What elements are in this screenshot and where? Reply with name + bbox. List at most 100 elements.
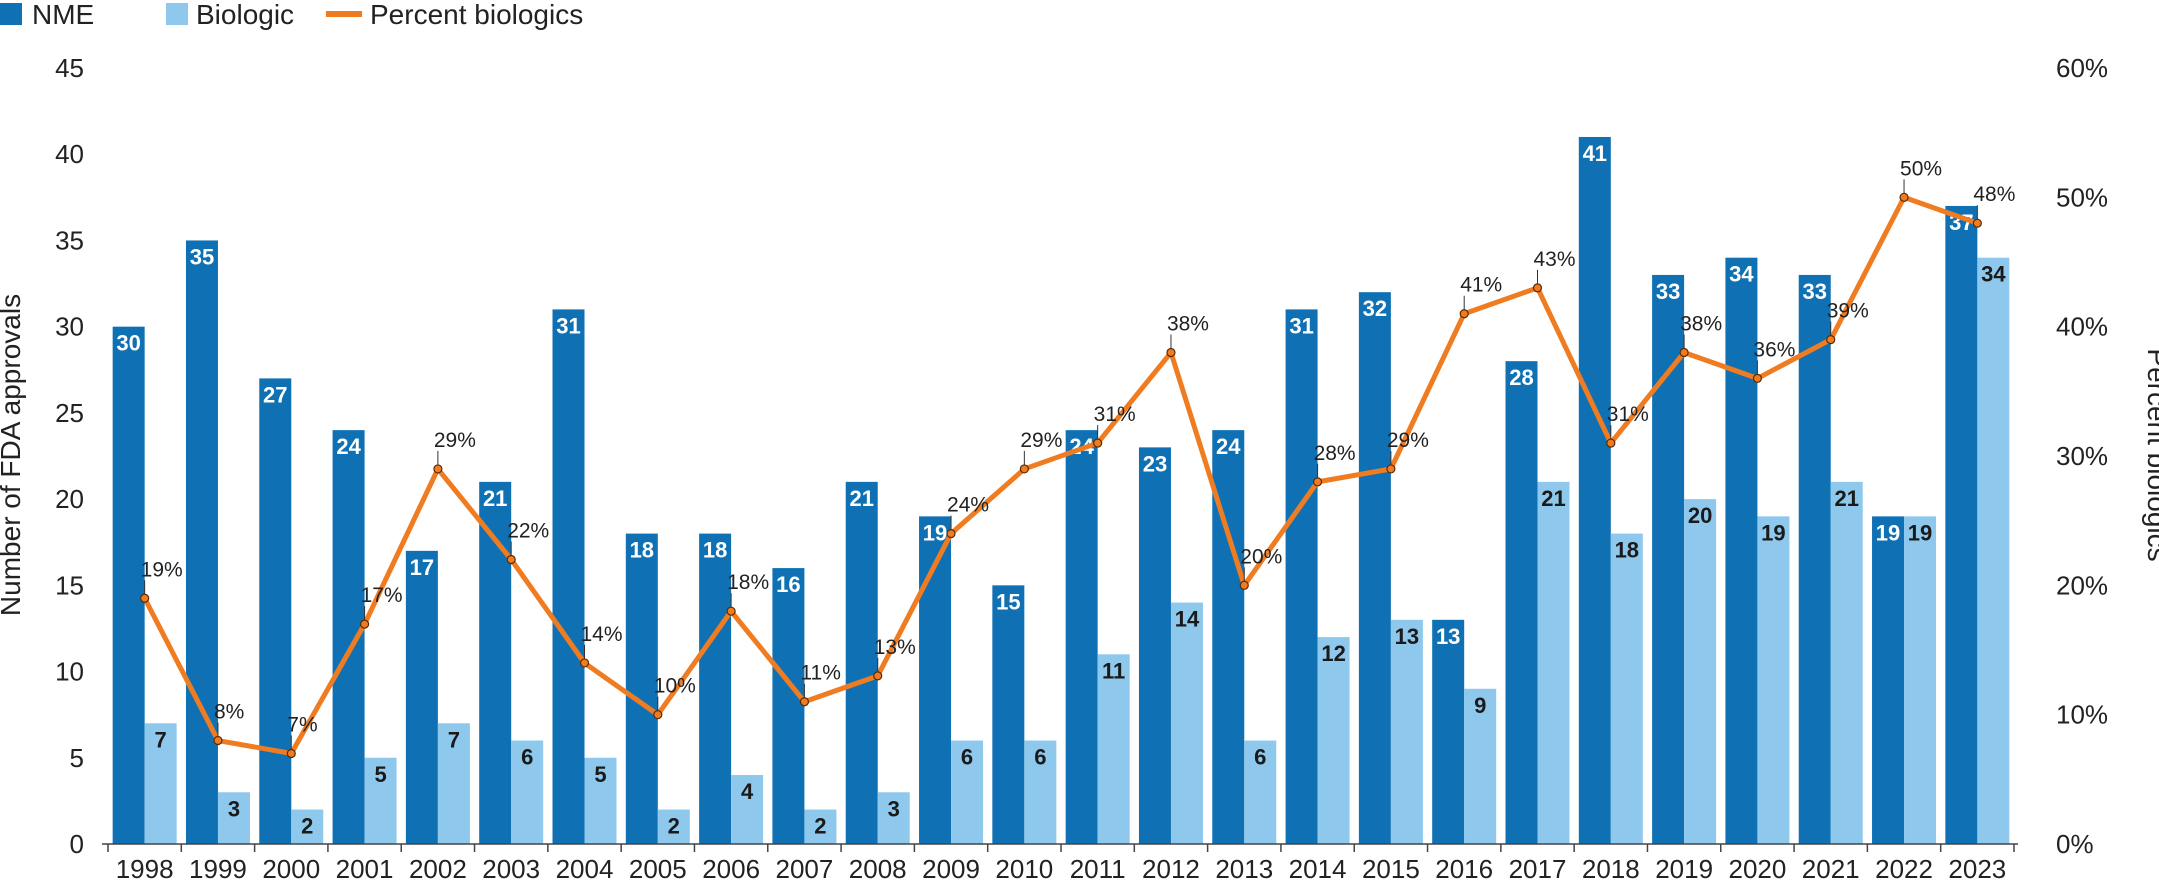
percent-label-2016: 41% — [1460, 274, 1502, 297]
bar-label-nme-2002: 17 — [410, 555, 434, 580]
bar-biologic-2007 — [804, 809, 837, 844]
x-tick-label-2017: 2017 — [1509, 854, 1567, 882]
percent-point-2018 — [1606, 438, 1616, 448]
bar-label-nme-2012: 23 — [1143, 451, 1167, 476]
bar-biologic-2023 — [1977, 257, 2010, 844]
bar-nme-2002 — [405, 550, 438, 844]
bar-label-biologic-2011: 11 — [1102, 658, 1125, 683]
percent-point-2002 — [433, 464, 443, 474]
bar-nme-2015 — [1358, 292, 1391, 845]
bar-label-biologic-2008: 3 — [888, 796, 900, 821]
bar-biologic-2002 — [437, 723, 470, 844]
bar-nme-2017 — [1505, 361, 1538, 844]
bar-label-biologic-2009: 6 — [961, 745, 973, 770]
x-tick-label-2012: 2012 — [1142, 854, 1200, 882]
bar-nme-2022 — [1872, 516, 1905, 844]
bar-label-biologic-2016: 9 — [1474, 693, 1486, 718]
percent-label-2005: 10% — [654, 675, 696, 698]
percent-point-2001 — [359, 619, 370, 629]
y-tick-label: 30 — [55, 312, 84, 342]
percent-point-2017 — [1532, 283, 1543, 293]
x-tick-label-2006: 2006 — [702, 854, 760, 882]
bar-label-biologic-2015: 13 — [1395, 624, 1419, 649]
bar-label-nme-2007: 16 — [776, 572, 800, 597]
bar-biologic-2012 — [1170, 602, 1203, 844]
percent-point-2004 — [579, 658, 590, 668]
percent-point-2011 — [1093, 438, 1103, 448]
bar-label-nme-2021: 33 — [1802, 279, 1826, 304]
percent-label-2007: 11% — [800, 662, 840, 685]
percent-label-2018: 31% — [1607, 403, 1649, 426]
y2-tick-label: 30% — [2056, 441, 2108, 471]
bar-biologic-2017 — [1537, 481, 1570, 844]
percent-point-2005 — [653, 710, 663, 720]
percent-label-2012: 38% — [1167, 313, 1209, 336]
legend-swatch-biologic — [166, 3, 188, 25]
bar-label-biologic-2007: 2 — [814, 814, 826, 839]
legend-label-nme: NME — [32, 0, 94, 30]
x-tick-label-2003: 2003 — [482, 854, 540, 882]
percent-label-2008: 13% — [874, 636, 916, 659]
bar-nme-2021 — [1798, 274, 1831, 844]
y2-tick-label: 60% — [2056, 53, 2108, 83]
right-axis-ticks: 0% 10% 20% 30% 40% 50% 60% — [2056, 53, 2108, 859]
bar-label-nme-2008: 21 — [849, 486, 873, 511]
bar-biologic-2006 — [731, 775, 764, 844]
percent-label-2002: 29% — [434, 429, 476, 452]
bar-label-biologic-2003: 6 — [521, 745, 533, 770]
x-tick-label-1999: 1999 — [189, 854, 247, 882]
bar-nme-2011 — [1065, 430, 1098, 844]
y-tick-label: 45 — [55, 53, 84, 83]
x-tick-label-2000: 2000 — [262, 854, 320, 882]
bar-biologic-2021 — [1830, 481, 1863, 844]
bar-label-nme-2019: 33 — [1656, 279, 1680, 304]
bar-biologic-1999 — [217, 792, 250, 844]
bar-biologic-2005 — [657, 809, 690, 844]
percent-point-2022 — [1899, 192, 1909, 202]
x-tick-label-2016: 2016 — [1435, 854, 1493, 882]
percent-point-2000 — [286, 748, 296, 759]
percent-label-2013: 20% — [1240, 545, 1282, 568]
bar-label-nme-2022: 19 — [1876, 520, 1900, 545]
x-tick-label-2020: 2020 — [1729, 854, 1787, 882]
percent-point-2010 — [1019, 464, 1029, 474]
x-tick-label-2015: 2015 — [1362, 854, 1420, 882]
bar-biologic-1998 — [144, 723, 177, 844]
bar-label-nme-2014: 31 — [1289, 313, 1313, 338]
percent-point-2009 — [946, 528, 956, 539]
bar-nme-2012 — [1138, 447, 1171, 844]
bar-label-biologic-2014: 12 — [1321, 641, 1345, 666]
bar-label-nme-2005: 18 — [630, 538, 654, 563]
bar-label-nme-2015: 32 — [1363, 296, 1387, 321]
percent-point-2023 — [1972, 218, 1982, 228]
x-tick-label-2010: 2010 — [995, 854, 1053, 882]
bar-nme-2008 — [845, 481, 878, 844]
x-tick-label-2007: 2007 — [776, 854, 834, 882]
legend-label-percent-biologics: Percent biologics — [370, 0, 583, 30]
percent-label-2009: 24% — [947, 494, 989, 517]
percent-label-2000: 7% — [287, 713, 317, 736]
bar-label-nme-2001: 24 — [336, 434, 361, 459]
bar-label-biologic-2018: 18 — [1615, 538, 1639, 563]
percent-label-2010: 29% — [1020, 429, 1062, 452]
y-tick-label: 35 — [55, 225, 84, 255]
percent-label-2022: 50% — [1900, 157, 1942, 180]
percent-label-2020: 36% — [1753, 338, 1795, 361]
x-tick-label-2014: 2014 — [1289, 854, 1347, 882]
bars: 3073532722451772163151821841622131961562… — [112, 136, 2010, 845]
bar-biologic-2015 — [1390, 619, 1423, 844]
percent-label-2003: 22% — [507, 519, 549, 542]
bar-label-biologic-2022: 19 — [1908, 520, 1932, 545]
percent-point-2012 — [1166, 347, 1176, 358]
bar-nme-1999 — [185, 240, 218, 844]
bar-label-biologic-2019: 20 — [1688, 503, 1712, 528]
y-axis-title: Number of FDA approvals — [0, 294, 26, 616]
bar-nme-2016 — [1432, 619, 1465, 844]
bar-label-biologic-1998: 7 — [155, 727, 167, 752]
bar-biologic-2020 — [1757, 516, 1790, 844]
bar-nme-2000 — [259, 378, 292, 844]
x-tick-label-2021: 2021 — [1802, 854, 1860, 882]
x-tick-label-2001: 2001 — [336, 854, 394, 882]
percent-line: 19% 8% 7% 17% 29% 22% 14% 10% 18% 11% 13% 24% 29% 31%… — [140, 157, 2015, 759]
percent-label-2004: 14% — [581, 623, 623, 646]
